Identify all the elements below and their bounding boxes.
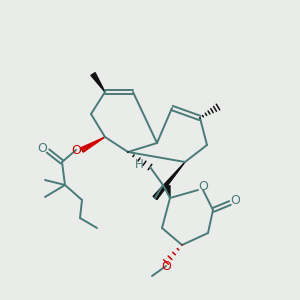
Polygon shape bbox=[166, 186, 170, 198]
Polygon shape bbox=[81, 137, 105, 152]
Text: O: O bbox=[230, 194, 240, 206]
Polygon shape bbox=[91, 73, 105, 92]
Text: O: O bbox=[37, 142, 47, 155]
Text: O: O bbox=[71, 143, 81, 157]
Text: O: O bbox=[198, 179, 208, 193]
Text: H: H bbox=[135, 158, 143, 172]
Text: O: O bbox=[161, 260, 171, 272]
Polygon shape bbox=[153, 162, 185, 200]
